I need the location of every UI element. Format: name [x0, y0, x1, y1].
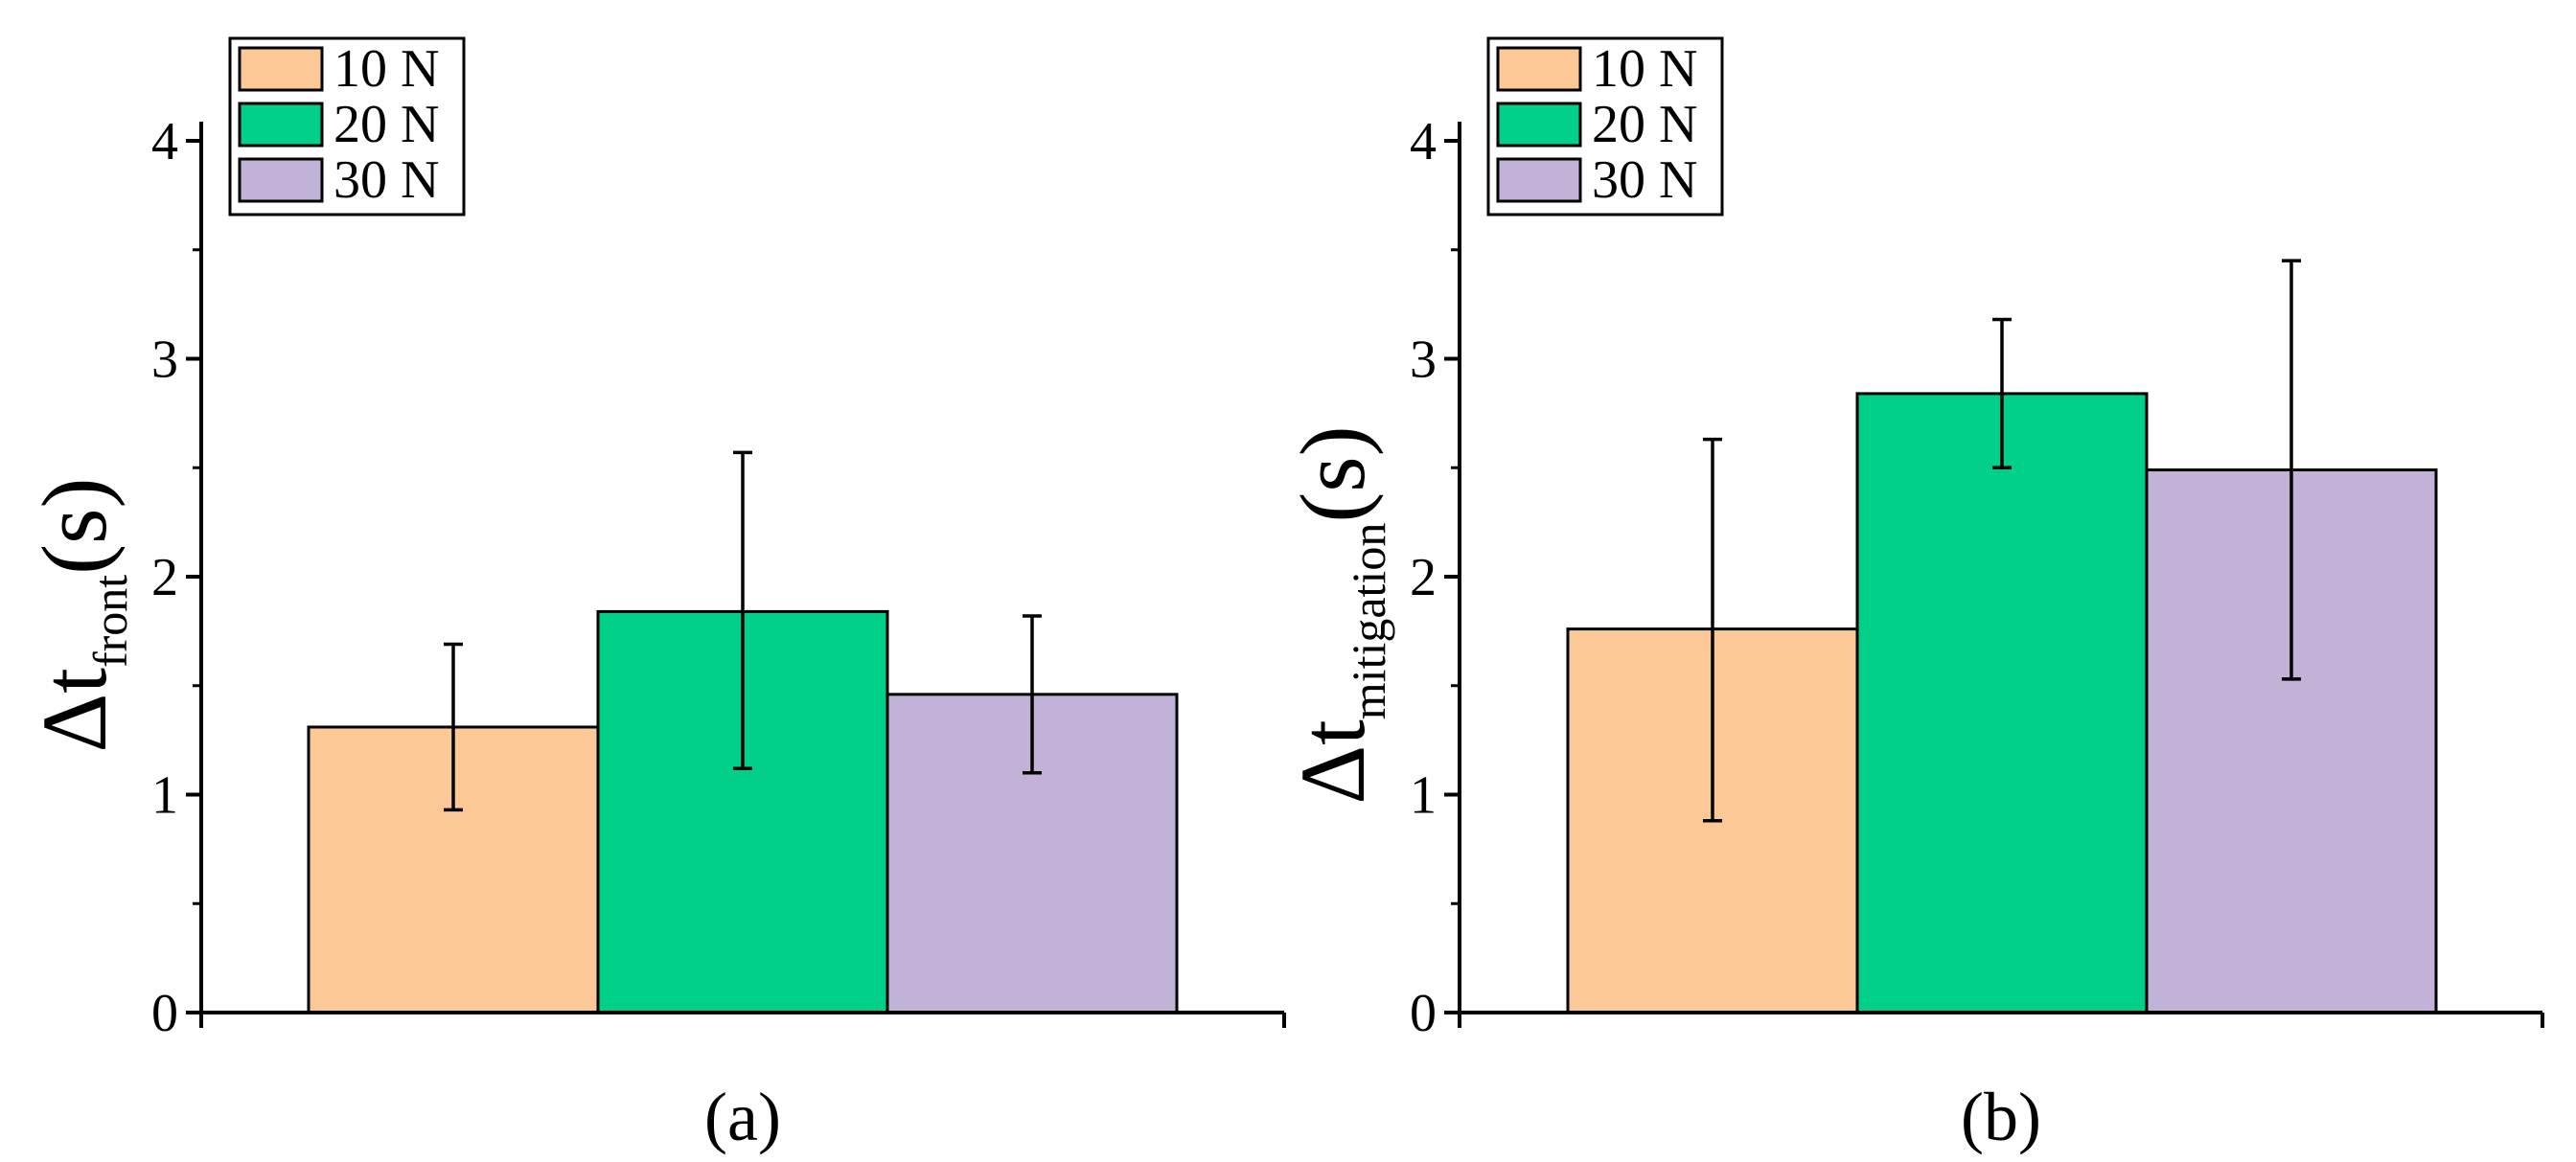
legend-label: 20 N [334, 95, 439, 154]
legend-label: 20 N [1592, 95, 1697, 154]
y-axis-label-main: Δt [1281, 719, 1384, 805]
y-tick-label: 0 [1410, 984, 1437, 1043]
error-bar-20n [1992, 317, 2012, 469]
legend-label: 10 N [334, 39, 439, 99]
legend-label: 30 N [334, 150, 439, 210]
chart-panel-2: 0 1 2 3 4 Δtmitigation(s) (b) 10 N20 N30 N [1281, 36, 2544, 1155]
y-axis-label-subscript: mitigation [1342, 523, 1395, 720]
legend: 10 N20 N30 N [228, 36, 466, 216]
legend-label: 10 N [1592, 39, 1697, 99]
y-axis-label-unit: (s) [1281, 425, 1384, 522]
legend-label: 30 N [1592, 150, 1697, 210]
y-axis-label: Δtmitigation(s) [1281, 425, 1395, 804]
y-axis-label-subscript: front [83, 575, 137, 668]
error-bar-10n [444, 642, 463, 812]
legend: 10 N20 N30 N [1486, 36, 1724, 216]
legend-swatch [238, 102, 324, 148]
y-tick-label: 1 [1410, 766, 1437, 826]
y-tick-label: 1 [151, 766, 178, 826]
panel-label: (a) [704, 1079, 781, 1155]
legend-swatch [1496, 102, 1582, 148]
legend-swatch [1496, 46, 1582, 92]
y-tick-label: 2 [151, 548, 178, 607]
error-bar-10n [1703, 437, 1722, 823]
y-tick-label: 0 [151, 984, 178, 1043]
error-bar-30n [1023, 614, 1042, 775]
error-bar-30n [2282, 259, 2301, 681]
y-axis-label: Δtfront(s) [23, 478, 137, 753]
error-bar-20n [733, 450, 752, 770]
y-axis-label-main: Δt [23, 668, 126, 753]
y-axis-label-unit: (s) [23, 478, 126, 575]
panel-label: (b) [1961, 1079, 2041, 1155]
y-tick-label: 4 [1410, 112, 1437, 171]
legend-swatch [238, 157, 324, 203]
y-tick-label: 3 [1410, 330, 1437, 390]
legend-swatch [238, 46, 324, 92]
y-tick-label: 4 [151, 112, 178, 171]
bar-20n [1855, 392, 2149, 1014]
chart-panel-1: 0 1 2 3 4 Δtfront(s) (a) 10 N20 N30 N [23, 36, 1286, 1155]
y-tick-label: 3 [151, 330, 178, 390]
legend-swatch [1496, 157, 1582, 203]
y-tick-label: 2 [1410, 548, 1437, 607]
